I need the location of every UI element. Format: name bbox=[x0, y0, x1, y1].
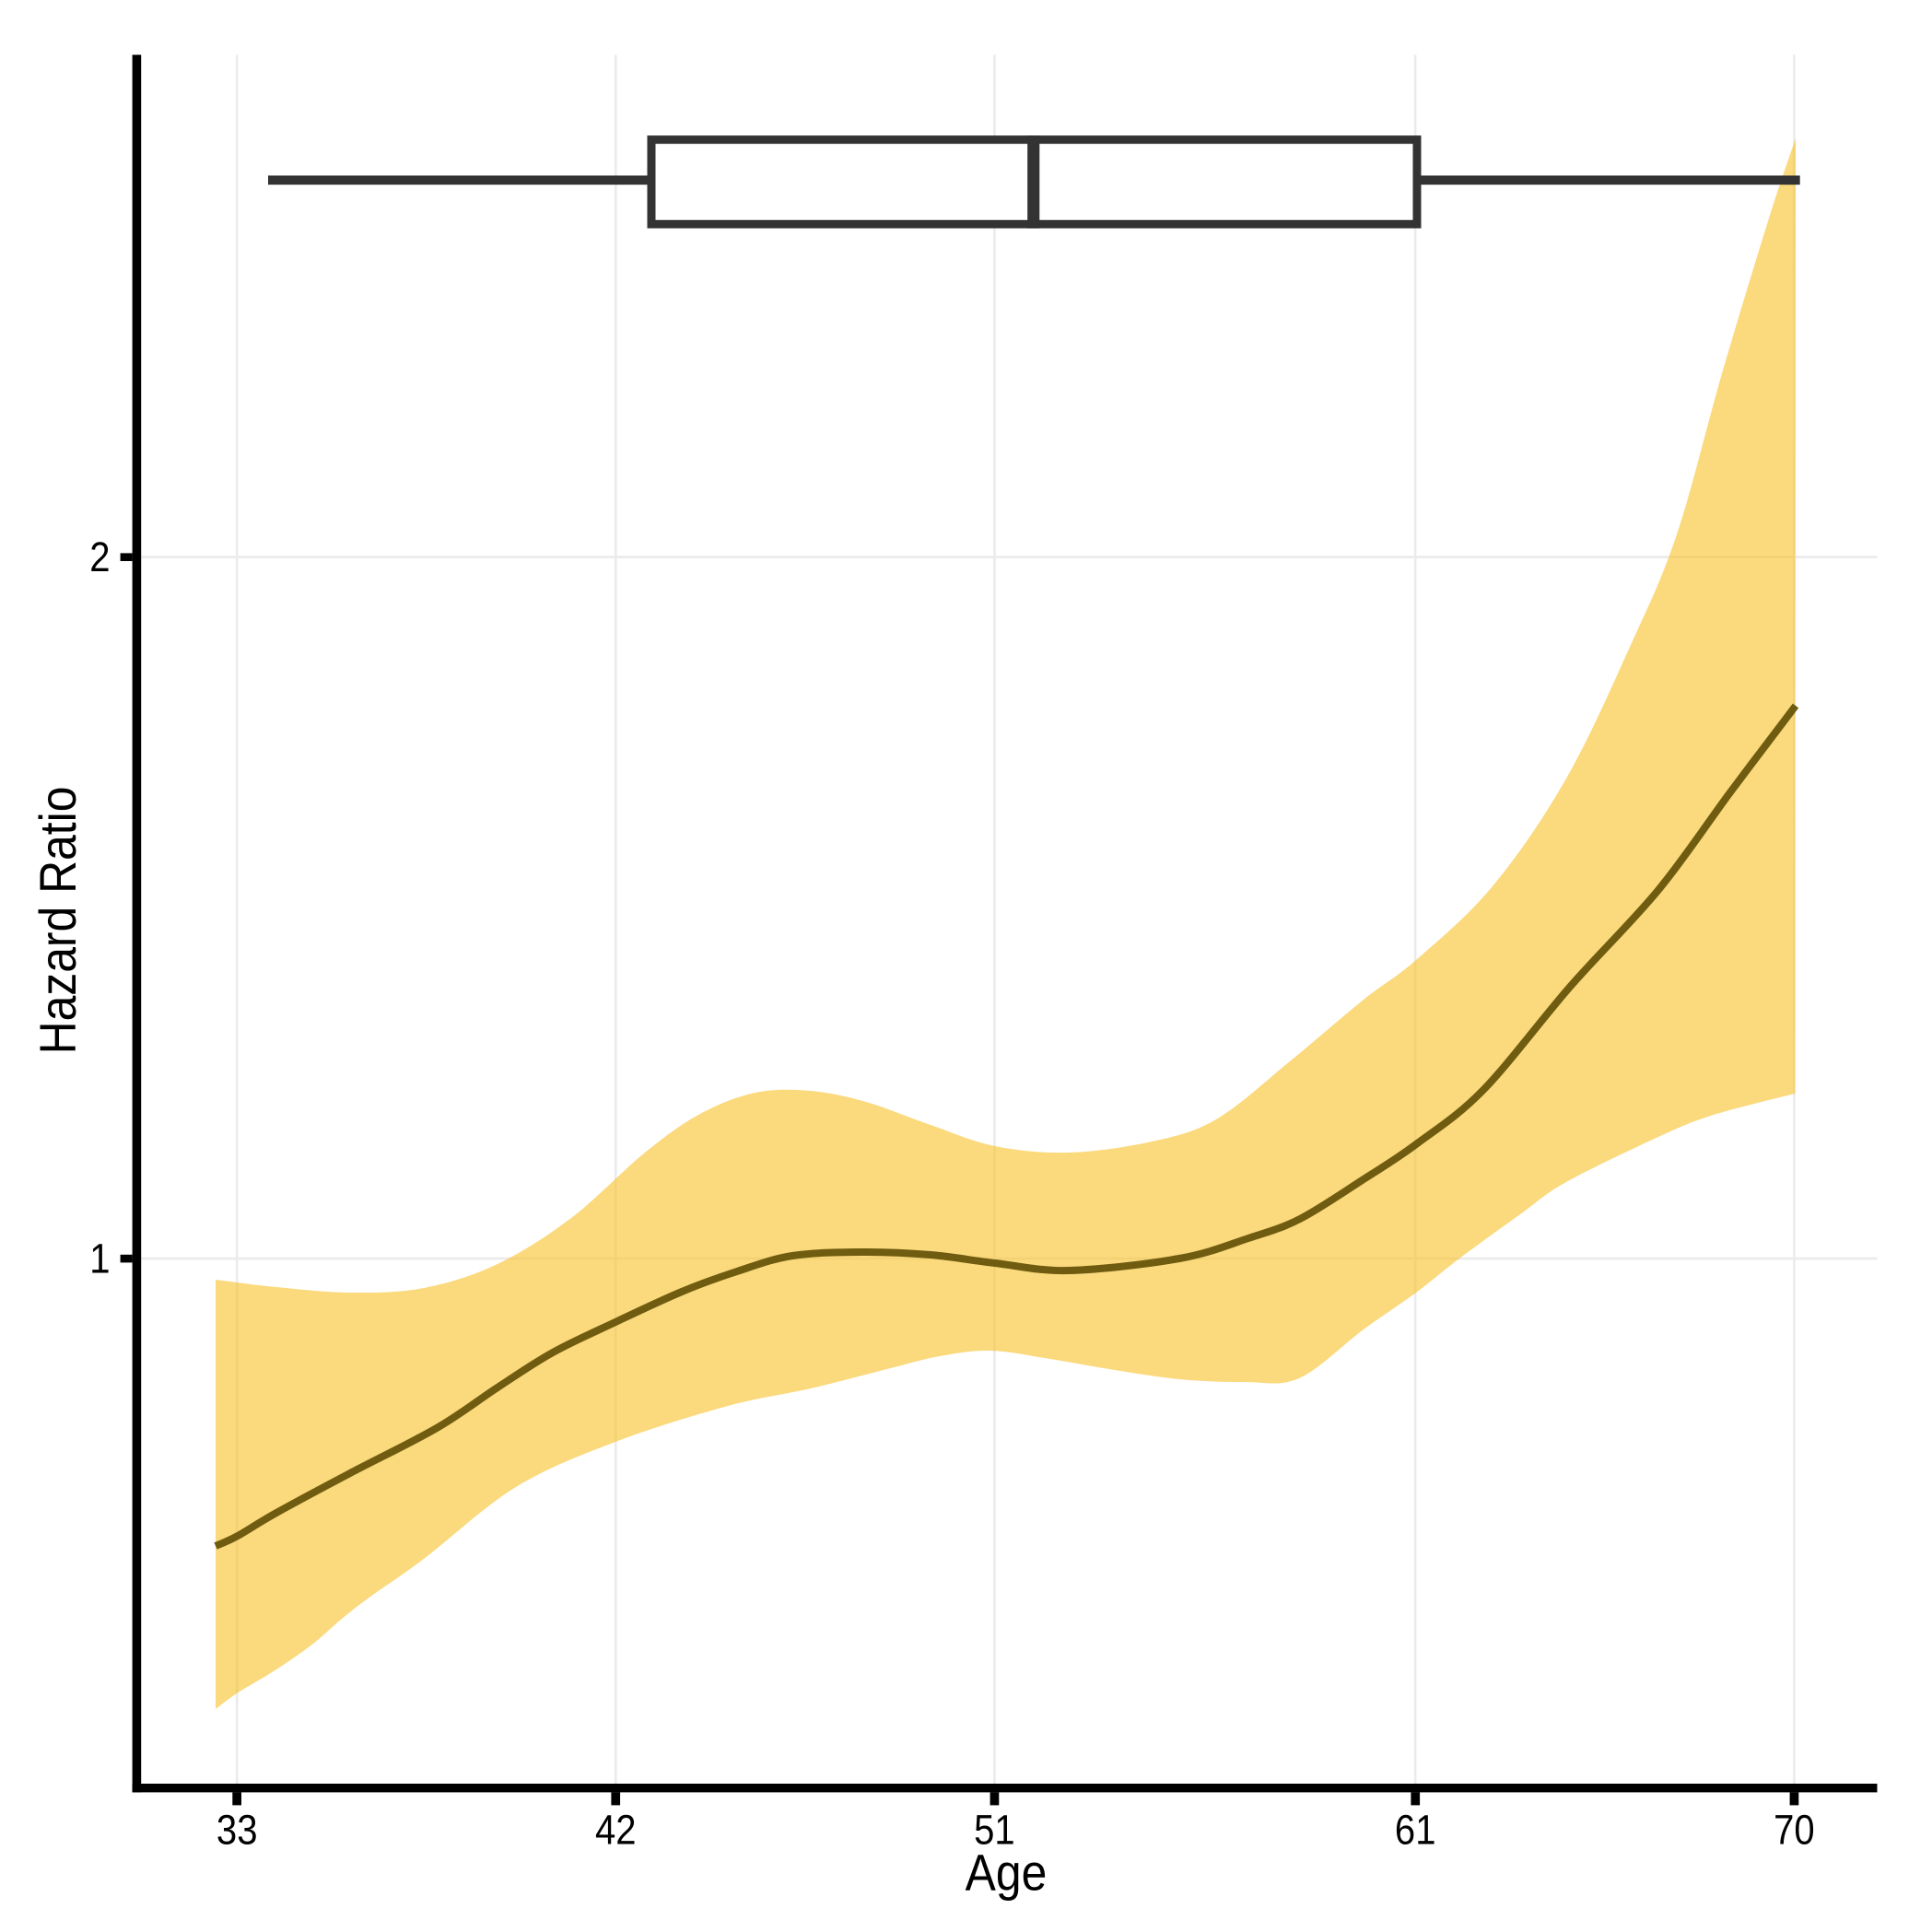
svg-text:42: 42 bbox=[595, 1807, 637, 1854]
svg-text:70: 70 bbox=[1774, 1807, 1815, 1854]
svg-text:Hazard Ratio: Hazard Ratio bbox=[29, 787, 87, 1055]
svg-text:61: 61 bbox=[1395, 1807, 1436, 1854]
svg-text:1: 1 bbox=[89, 1235, 110, 1282]
svg-text:33: 33 bbox=[217, 1807, 258, 1854]
svg-text:51: 51 bbox=[974, 1807, 1015, 1854]
svg-text:2: 2 bbox=[89, 534, 110, 581]
svg-text:Age: Age bbox=[966, 1844, 1048, 1902]
